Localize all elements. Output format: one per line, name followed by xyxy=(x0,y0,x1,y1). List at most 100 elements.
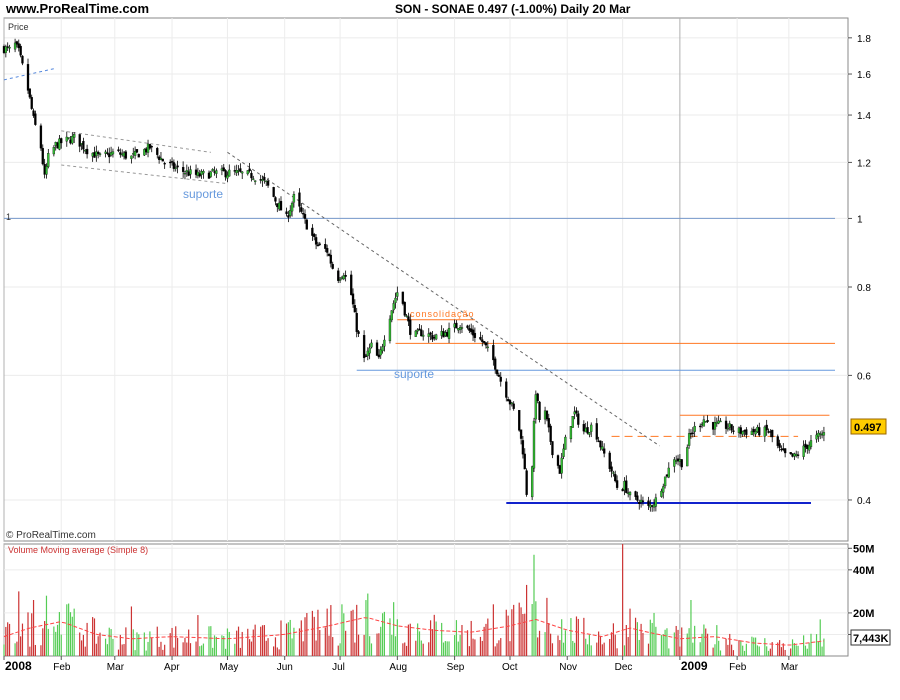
candle-body xyxy=(547,418,550,428)
candle-body xyxy=(119,152,122,155)
candle-body xyxy=(427,333,430,337)
candle-body xyxy=(21,55,24,64)
candle-body xyxy=(290,202,294,212)
x-tick-label: 2008 xyxy=(5,659,32,673)
candle-body xyxy=(654,497,658,507)
price-tick-label: 0.8 xyxy=(857,283,871,294)
candle-body xyxy=(422,334,425,337)
candle-body xyxy=(375,342,379,356)
volume-panel: 20M 40M 50M Volume Moving average (Simple … xyxy=(3,543,891,657)
candle-body xyxy=(17,43,20,49)
candle-body xyxy=(569,426,573,440)
candle-body xyxy=(351,293,355,305)
candle-body xyxy=(183,172,187,175)
candle-body xyxy=(285,211,288,215)
candle-body xyxy=(420,329,423,337)
candle-body xyxy=(582,423,586,432)
site-name[interactable]: www.ProRealTime.com xyxy=(6,1,150,16)
candle-body xyxy=(817,432,820,437)
candle-body xyxy=(750,430,754,436)
candle-body xyxy=(26,64,30,91)
candle-body xyxy=(71,136,74,144)
candle-body xyxy=(752,429,755,433)
candle-body xyxy=(331,264,334,269)
candle-body xyxy=(532,420,536,469)
candle-body xyxy=(675,460,678,462)
candle-body xyxy=(625,480,628,493)
candle-body xyxy=(137,153,140,158)
candle-body xyxy=(508,400,512,405)
candle-body xyxy=(45,166,48,175)
volume-tick-label: 50M xyxy=(853,543,874,555)
candle-body xyxy=(577,413,580,425)
x-tick-label: Jun xyxy=(277,662,293,673)
candle-body xyxy=(481,339,484,342)
candle-body xyxy=(603,448,606,454)
candle-body xyxy=(30,97,33,109)
candle-body xyxy=(364,355,368,357)
chart-header: www.ProRealTime.com SON - SONAE 0.497 (-… xyxy=(0,0,900,18)
candle-body xyxy=(224,170,227,178)
candle-body xyxy=(303,214,307,219)
candle-body xyxy=(699,425,702,428)
candle-body xyxy=(394,297,397,303)
price-tick-label: 1.8 xyxy=(857,34,871,45)
candle-body xyxy=(161,158,164,162)
candle-body xyxy=(466,325,469,328)
x-tick-label: Oct xyxy=(502,662,518,673)
volume-plot-area xyxy=(3,543,849,657)
candle-body xyxy=(337,270,340,281)
candle-body xyxy=(78,134,81,147)
candle-body xyxy=(181,167,185,172)
copyright: © ProRealTime.com xyxy=(6,530,96,541)
trend-line xyxy=(61,130,211,153)
candle-body xyxy=(724,420,728,429)
candle-body xyxy=(819,433,822,435)
candle-body xyxy=(638,502,641,504)
candle-body xyxy=(673,459,676,467)
candle-body xyxy=(338,279,342,281)
candle-body xyxy=(614,474,617,482)
candle-body xyxy=(324,244,327,249)
candle-body xyxy=(538,401,541,421)
price-tick-label: 1.2 xyxy=(857,158,871,169)
candle-body xyxy=(344,275,347,277)
last-price-tag: 0.497 xyxy=(850,418,887,435)
candle-body xyxy=(189,169,192,175)
candle-body xyxy=(239,168,242,172)
candle-body xyxy=(4,46,7,53)
price-panel: 0.4 0.6 0.8 1 1.2 1.4 1.6 1.8 Price 1 suporte s… xyxy=(2,17,887,542)
candle-body xyxy=(318,243,321,245)
x-axis: 2008 Feb Mar Apr May Jun Jul Aug Sep Oct Nov Dec 200… xyxy=(3,656,799,673)
candle-body xyxy=(418,328,421,331)
candle-body xyxy=(519,429,523,439)
candle-body xyxy=(58,138,61,150)
candle-body xyxy=(686,447,689,467)
candle-body xyxy=(266,181,270,186)
candle-body xyxy=(783,448,787,454)
volume-tick-label: 20M xyxy=(853,608,874,620)
reference-line-label: 1 xyxy=(6,212,11,222)
price-tick-label: 0.6 xyxy=(857,371,871,382)
candle-body xyxy=(228,169,231,177)
volume-label: Volume Moving average (Simple 8) xyxy=(8,545,148,555)
candle-body xyxy=(636,495,639,501)
candle-body xyxy=(815,434,818,440)
x-tick-label: Apr xyxy=(164,662,180,673)
candle-body xyxy=(8,46,11,49)
price-tick-label: 0.4 xyxy=(857,496,871,507)
candle-body xyxy=(525,470,528,495)
candle-body xyxy=(172,162,176,169)
candle-body xyxy=(300,207,303,212)
candle-body xyxy=(261,179,264,182)
candle-body xyxy=(185,170,188,173)
candle-body xyxy=(311,227,314,236)
candle-body xyxy=(302,213,305,215)
candle-body xyxy=(401,291,405,304)
candle-body xyxy=(19,45,22,56)
candle-body xyxy=(416,329,419,332)
candle-body xyxy=(390,310,393,321)
candle-body xyxy=(314,237,318,245)
candle-body xyxy=(434,334,438,340)
candle-body xyxy=(298,192,301,207)
